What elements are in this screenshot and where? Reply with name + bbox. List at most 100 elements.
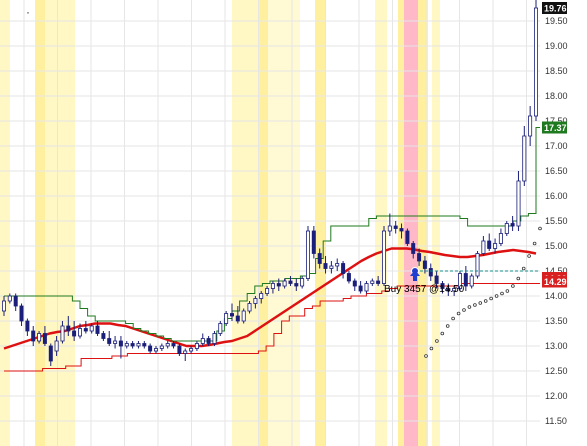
candle-body [311, 230, 316, 254]
price-badge-label: 19.76 [544, 4, 567, 14]
candle-body [393, 225, 398, 229]
candle-body [183, 350, 188, 354]
stop-dot [451, 316, 455, 321]
candle-body [405, 230, 410, 244]
candle-body [7, 295, 12, 302]
candle-body [189, 348, 194, 352]
indicator-lines [3, 127, 540, 372]
y-tick-label: 17.50 [545, 116, 568, 126]
candle-body [276, 283, 281, 287]
highlight-band [35, 0, 45, 446]
y-tick-label: 19.00 [545, 41, 568, 51]
candle-body [72, 330, 77, 337]
candle-body [364, 283, 369, 292]
y-tick-label: 13.00 [545, 341, 568, 351]
candle-body [475, 253, 480, 277]
candle-body [177, 345, 182, 354]
candle-body [323, 263, 328, 269]
candle-body [235, 315, 240, 322]
y-tick-label: 14.50 [545, 266, 568, 276]
candle-body [247, 303, 252, 312]
y-tick-label: 20.00 [545, 0, 568, 1]
candle-body [206, 338, 211, 344]
candle-body [25, 320, 30, 332]
candle-body [417, 253, 422, 262]
candle-body [42, 333, 47, 344]
stop-dot [516, 276, 521, 281]
session-highlight-bands [0, 0, 440, 446]
price-badge-label: 17.37 [544, 123, 567, 133]
stop-dot [489, 296, 493, 301]
candle-body [142, 343, 147, 347]
candle-body [288, 280, 293, 284]
candle-body [376, 280, 381, 284]
candle-body [422, 260, 427, 269]
highlight-band [432, 0, 440, 446]
highlight-band [268, 0, 300, 446]
candle-body [387, 225, 392, 232]
candle-body [457, 273, 462, 289]
candle-body [481, 240, 486, 254]
stop-dot [462, 308, 466, 312]
buy-arrow-icon [410, 270, 420, 281]
y-tick-label: 12.00 [545, 391, 568, 401]
candle-body [37, 333, 42, 342]
candle-body [2, 300, 7, 312]
candle-body [95, 325, 100, 334]
stop-dot [440, 331, 445, 336]
candle-body [522, 135, 527, 182]
candle-body [83, 328, 88, 332]
stop-dot [467, 305, 472, 309]
candle-body [19, 305, 24, 322]
buy-label: Buy 3457 @14.50 [384, 284, 465, 295]
buy-annotation: Buy 3457 @14.50 [384, 267, 538, 295]
candle-body [300, 278, 305, 287]
candle-body [113, 340, 118, 344]
y-tick-label: 19.50 [545, 16, 568, 26]
candle-body [89, 325, 94, 332]
y-tick-label: 15.00 [545, 241, 568, 251]
y-tick-label: 18.50 [545, 66, 568, 76]
stop-dot [473, 303, 477, 307]
candle-body [399, 228, 404, 232]
candle-body [305, 230, 310, 279]
candle-body [159, 345, 164, 349]
stop-dot [500, 291, 504, 296]
stop-dot [445, 324, 450, 328]
stop-dot [521, 266, 526, 271]
stop-dot [424, 354, 428, 358]
candle-body [136, 343, 141, 347]
upper-channel-line [4, 127, 540, 342]
candle-body [352, 280, 357, 287]
highlight-band [45, 0, 75, 446]
candle-body [487, 240, 492, 249]
candle-body [270, 283, 275, 289]
candle-body [534, 7, 539, 117]
price-badge [542, 121, 567, 134]
candle-body [346, 273, 351, 282]
highlight-band [258, 0, 268, 446]
candle-body [516, 180, 521, 227]
price-badge [542, 275, 567, 288]
candle-body [446, 288, 451, 292]
candle-body [118, 340, 123, 347]
highlight-band [418, 0, 428, 446]
candle-body [440, 283, 445, 289]
candle-body [224, 313, 229, 324]
trailing-stop-dots [424, 226, 542, 358]
y-tick-label: 17.00 [545, 141, 568, 151]
price-badge [542, 2, 567, 14]
candle-body [504, 223, 509, 234]
stop-dot [494, 294, 499, 298]
candle-body [54, 340, 59, 352]
candle-body [358, 285, 363, 292]
candle-body [498, 233, 503, 244]
y-axis-tick-labels: 11.50 12.00 12.50 13.00 13.50 14.00 14.50 15.00… [545, 0, 568, 426]
highlight-band [404, 0, 418, 446]
candle-body [265, 288, 270, 294]
candle-body [171, 343, 176, 347]
moving-average-line [3, 247, 537, 350]
candle-body [528, 115, 533, 137]
